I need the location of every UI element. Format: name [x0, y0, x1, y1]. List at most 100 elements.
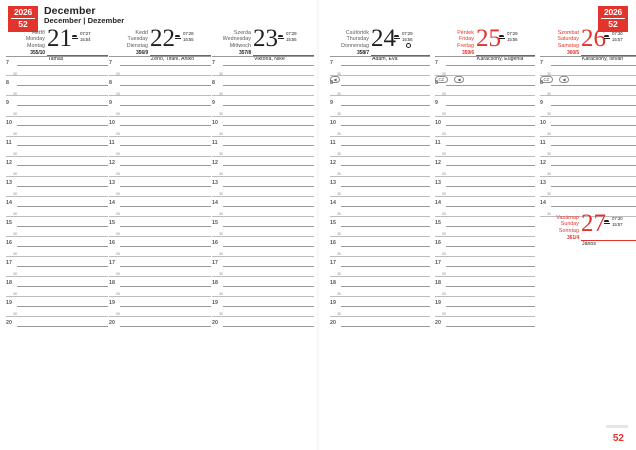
half-hour-row[interactable]: 30	[109, 126, 211, 137]
hour-row[interactable]: 16	[212, 236, 314, 247]
hour-row[interactable]: 13	[6, 176, 108, 187]
hour-row[interactable]: 17	[330, 256, 430, 267]
hour-row[interactable]: 18	[435, 276, 535, 287]
hour-row[interactable]: 14	[435, 196, 535, 207]
hour-row[interactable]: 7	[540, 56, 636, 67]
hour-row[interactable]: 15	[435, 216, 535, 227]
hour-row[interactable]: 14	[212, 196, 314, 207]
half-hour-row[interactable]: 30	[109, 226, 211, 237]
hour-row[interactable]: 17	[212, 256, 314, 267]
half-hour-row[interactable]: 30	[212, 206, 314, 217]
half-hour-row[interactable]: 30	[330, 126, 430, 137]
half-hour-row[interactable]: 30	[109, 146, 211, 157]
hour-row[interactable]: 10	[540, 116, 636, 127]
half-hour-row[interactable]: 30	[109, 66, 211, 77]
hour-row[interactable]: 15	[212, 216, 314, 227]
half-hour-row[interactable]: 30	[109, 286, 211, 297]
half-hour-row[interactable]: 30	[330, 206, 430, 217]
half-hour-row[interactable]: 30	[6, 206, 108, 217]
hour-row[interactable]: 7	[330, 56, 430, 67]
half-hour-row[interactable]: 30	[109, 266, 211, 277]
half-hour-row[interactable]: 30	[6, 66, 108, 77]
half-hour-row[interactable]: 30	[109, 86, 211, 97]
hour-row[interactable]: 11	[540, 136, 636, 147]
half-hour-row[interactable]: 30	[212, 106, 314, 117]
hour-row[interactable]: 13	[540, 176, 636, 187]
hour-row[interactable]: 13	[212, 176, 314, 187]
half-hour-row[interactable]: 30	[212, 86, 314, 97]
hour-row[interactable]: 9	[6, 96, 108, 107]
hour-row[interactable]: 9	[109, 96, 211, 107]
half-hour-row[interactable]: 30	[109, 306, 211, 317]
hour-row[interactable]: 7	[6, 56, 108, 67]
half-hour-row[interactable]: 30	[540, 126, 636, 137]
hour-row[interactable]: 8	[435, 76, 535, 87]
half-hour-row[interactable]: 30	[330, 226, 430, 237]
hour-row[interactable]: 7	[212, 56, 314, 67]
half-hour-row[interactable]: 30	[540, 206, 636, 217]
hour-row[interactable]: 8	[330, 76, 430, 87]
hour-row[interactable]: 9	[435, 96, 535, 107]
hour-row[interactable]: 16	[435, 236, 535, 247]
half-hour-row[interactable]: 30	[540, 86, 636, 97]
half-hour-row[interactable]: 30	[330, 266, 430, 277]
hour-row[interactable]: 18	[109, 276, 211, 287]
half-hour-row[interactable]: 30	[540, 106, 636, 117]
half-hour-row[interactable]: 30	[435, 246, 535, 257]
half-hour-row[interactable]: 30	[212, 246, 314, 257]
holiday-pill[interactable]: ◀	[454, 76, 465, 83]
hour-row[interactable]: 13	[330, 176, 430, 187]
hour-row[interactable]: 17	[6, 256, 108, 267]
hour-row[interactable]: 11	[6, 136, 108, 147]
hour-row[interactable]: 7	[435, 56, 535, 67]
half-hour-row[interactable]: 30	[212, 66, 314, 77]
half-hour-row[interactable]: 30	[212, 146, 314, 157]
half-hour-row[interactable]: 30	[6, 246, 108, 257]
half-hour-row[interactable]: 30	[435, 186, 535, 197]
half-hour-row[interactable]: 30	[435, 166, 535, 177]
hour-row[interactable]: 9	[330, 96, 430, 107]
hour-row[interactable]: 12	[435, 156, 535, 167]
hour-row[interactable]: 10	[330, 116, 430, 127]
hour-row[interactable]: 11	[330, 136, 430, 147]
holiday-pill[interactable]: ◀	[330, 76, 341, 83]
hour-row[interactable]: 14	[540, 196, 636, 207]
half-hour-row[interactable]: 30	[6, 186, 108, 197]
half-hour-row[interactable]: 30	[6, 166, 108, 177]
half-hour-row[interactable]: 30	[212, 266, 314, 277]
half-hour-row[interactable]: 30	[109, 106, 211, 117]
holiday-pill[interactable]: CZ	[435, 76, 448, 83]
hour-row[interactable]: 19	[109, 296, 211, 307]
half-hour-row[interactable]: 30	[435, 86, 535, 97]
half-hour-row[interactable]: 30	[6, 306, 108, 317]
hour-row[interactable]: 11	[435, 136, 535, 147]
hour-row[interactable]: 8	[6, 76, 108, 87]
half-hour-row[interactable]: 30	[435, 226, 535, 237]
hour-row[interactable]: 10	[435, 116, 535, 127]
hour-row[interactable]: 11	[212, 136, 314, 147]
hour-row[interactable]: 12	[109, 156, 211, 167]
hour-row[interactable]: 16	[109, 236, 211, 247]
hour-row[interactable]: 18	[330, 276, 430, 287]
hour-row[interactable]: 10	[212, 116, 314, 127]
half-hour-row[interactable]: 30	[435, 206, 535, 217]
hour-row[interactable]: 18	[6, 276, 108, 287]
half-hour-row[interactable]: 30	[435, 66, 535, 77]
hour-row[interactable]: 12	[540, 156, 636, 167]
half-hour-row[interactable]: 30	[540, 146, 636, 157]
hour-row[interactable]: 14	[330, 196, 430, 207]
hour-row[interactable]: 17	[109, 256, 211, 267]
hour-row[interactable]: 20	[212, 316, 314, 327]
half-hour-row[interactable]: 30	[330, 166, 430, 177]
half-hour-row[interactable]: 30	[6, 126, 108, 137]
hour-row[interactable]: 12	[212, 156, 314, 167]
half-hour-row[interactable]: 30	[109, 206, 211, 217]
half-hour-row[interactable]: 30	[212, 166, 314, 177]
hour-row[interactable]: 10	[109, 116, 211, 127]
hour-row[interactable]: 15	[330, 216, 430, 227]
half-hour-row[interactable]: 30	[330, 246, 430, 257]
hour-row[interactable]: 19	[330, 296, 430, 307]
hour-row[interactable]: 9	[540, 96, 636, 107]
half-hour-row[interactable]: 30	[6, 286, 108, 297]
half-hour-row[interactable]: 30	[212, 126, 314, 137]
